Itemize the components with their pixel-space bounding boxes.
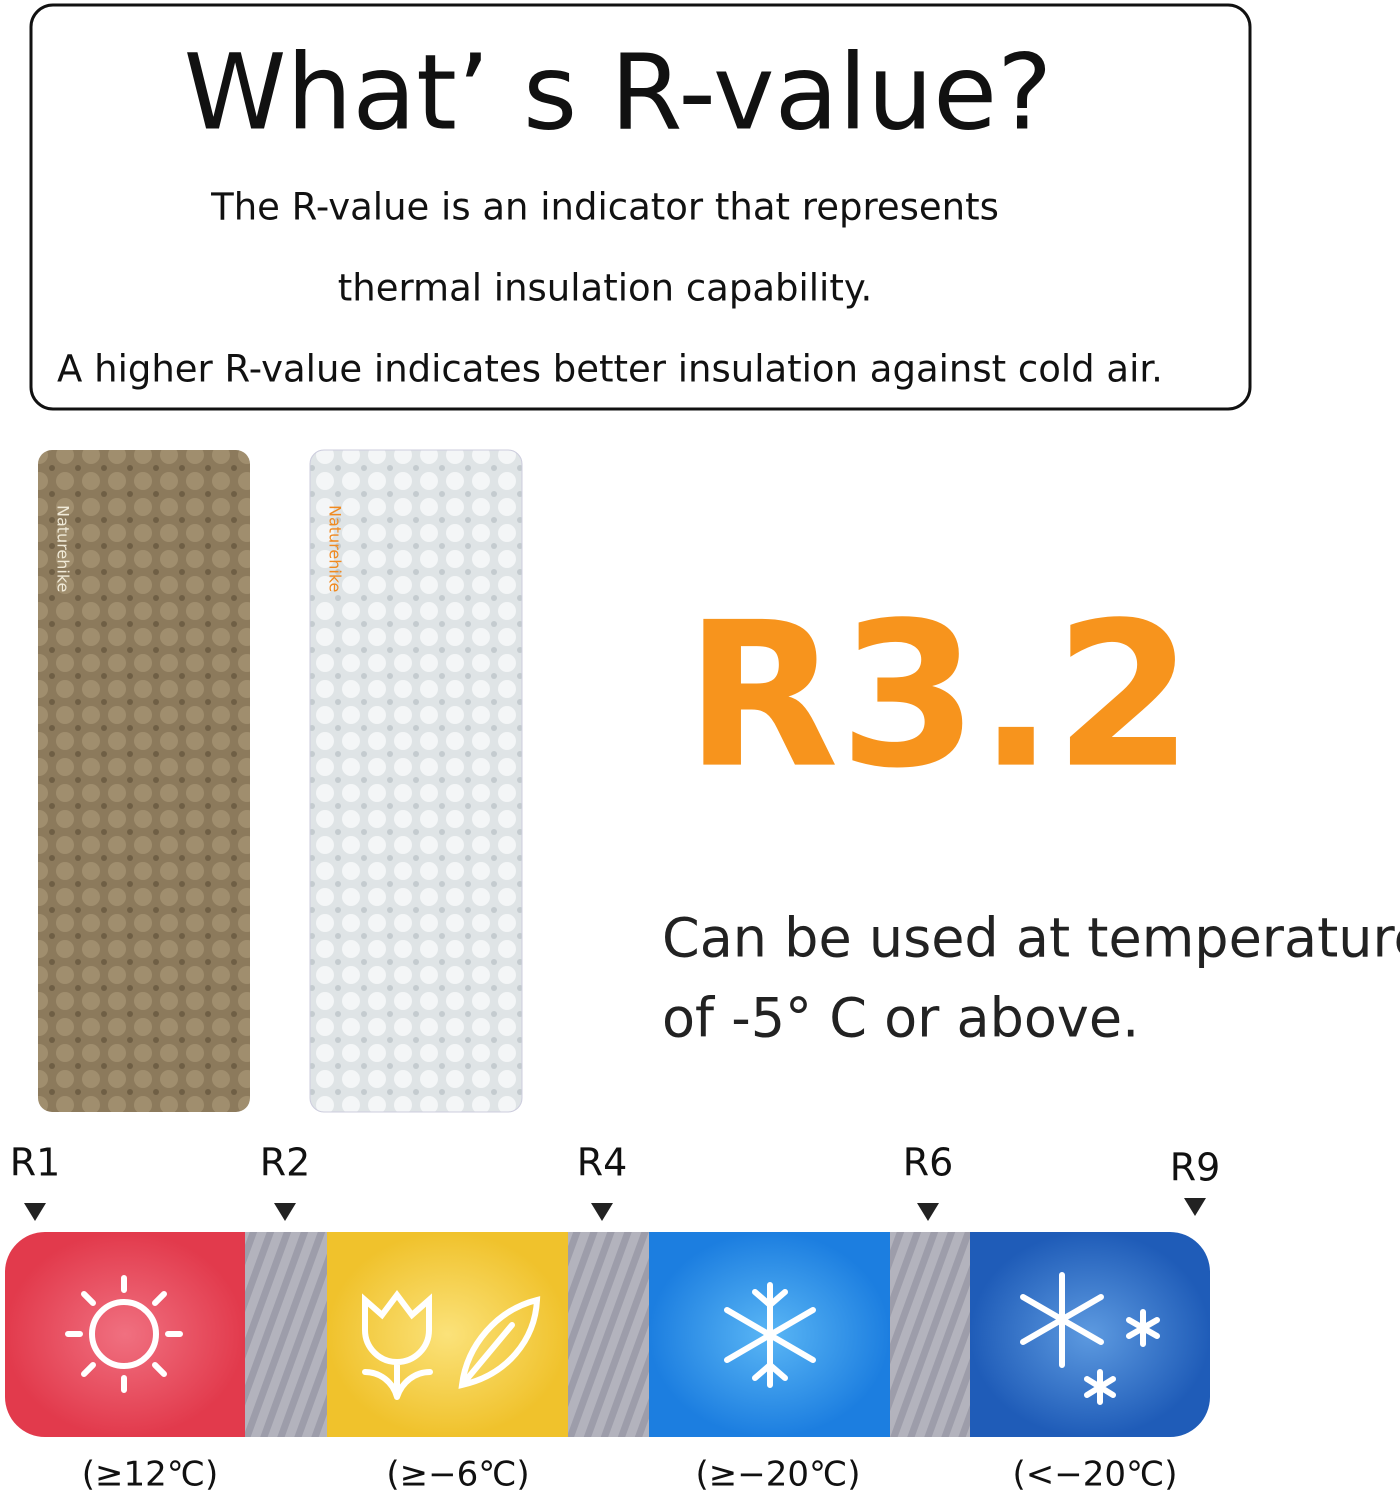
header-line: The R-value is an indicator that represe… (210, 186, 999, 229)
scale-marker: R2 (260, 1141, 311, 1185)
icons (65, 1272, 1160, 1405)
marker-arrows (24, 1198, 1206, 1221)
range-label: (<−20℃) (1013, 1455, 1178, 1495)
mat-white (309, 449, 523, 1113)
scale-marker: R6 (903, 1141, 954, 1185)
usage-line: Can be used at temperatures (662, 907, 1400, 970)
r-value: R3.2 (685, 580, 1193, 813)
title: What’ s R-value? (184, 31, 1053, 153)
scale-bar (5, 1232, 1210, 1437)
usage-line: of -5° C or above. (662, 987, 1139, 1050)
mat-brand: Naturehike (326, 505, 345, 592)
range-label: (≥12℃) (82, 1455, 218, 1495)
header-line: thermal insulation capability. (338, 267, 872, 310)
scale-marker: R4 (577, 1141, 628, 1185)
scale-marker: R1 (10, 1141, 61, 1185)
mat-brand: Naturehike (54, 505, 73, 592)
mat-brown (38, 450, 250, 1112)
range-label: (≥−20℃) (696, 1455, 861, 1495)
header-box (29, 3, 1252, 411)
scale-marker: R9 (1170, 1146, 1221, 1190)
header-line: A higher R-value indicates better insula… (57, 348, 1163, 391)
range-label: (≥−6℃) (386, 1455, 529, 1495)
